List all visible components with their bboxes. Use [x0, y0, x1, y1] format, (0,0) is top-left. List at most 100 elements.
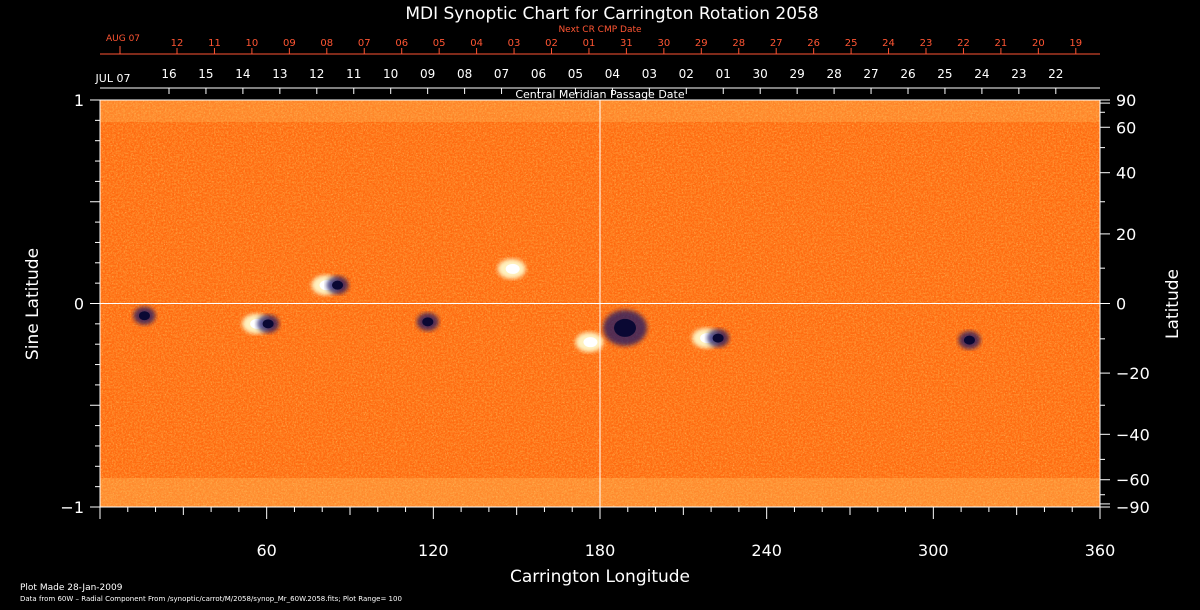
negative-flux-core	[614, 318, 636, 337]
cmp-axis-date: 13	[272, 67, 287, 81]
y-right-tick-label: −20	[1116, 364, 1150, 383]
y-right-tick-label: 40	[1116, 164, 1136, 183]
y-right-tick-label: 60	[1116, 118, 1136, 137]
x-tick-label: 300	[918, 541, 949, 560]
cmp-date-axis: JUL 07 16 15 14 13 12 11 10 09 08 07 06 05 04 03 02 01 30…	[95, 67, 1100, 94]
negative-flux-core	[963, 335, 975, 345]
top-axis-date: 10	[246, 38, 259, 49]
y-right-tick-label: 20	[1116, 225, 1136, 244]
chart-title: MDI Synoptic Chart for Carrington Rotati…	[405, 4, 818, 24]
top-axis-date: 24	[882, 38, 895, 49]
top-axis-date: 06	[395, 38, 408, 49]
active-region	[603, 309, 647, 346]
negative-flux-core	[712, 333, 724, 343]
top-axis-date: 20	[1032, 38, 1045, 49]
active-region	[416, 312, 439, 331]
cmp-axis-date: 05	[568, 67, 583, 81]
cmp-axis-date: 12	[309, 67, 324, 81]
cmp-axis-date: 11	[346, 67, 361, 81]
cmp-axis-date: 24	[974, 67, 989, 81]
cmp-axis-date: 23	[1011, 67, 1026, 81]
active-region	[958, 331, 981, 350]
cmp-axis-date: 04	[605, 67, 620, 81]
cmp-axis-date: 22	[1048, 67, 1063, 81]
x-axis-label: Carrington Longitude	[510, 567, 690, 587]
cmp-axis-date: 30	[753, 67, 768, 81]
y-left-tick-label: −1	[60, 498, 84, 517]
y-right-tick-label: 90	[1116, 91, 1136, 110]
active-region	[497, 258, 526, 279]
y-right-tick-label: −60	[1116, 471, 1150, 490]
positive-flux-core	[583, 337, 598, 348]
negative-flux-core	[422, 317, 434, 327]
top-axis-date: 22	[957, 38, 970, 49]
cmp-axis-date: 03	[642, 67, 657, 81]
cmp-axis-date: 29	[790, 67, 805, 81]
active-region	[575, 332, 604, 353]
data-source-text: Data from 60W – Radial Component From /s…	[20, 595, 402, 603]
cmp-axis-date: 25	[937, 67, 952, 81]
top-axis-date: 23	[920, 38, 933, 49]
top-axis-start-label: AUG 07	[106, 34, 140, 44]
negative-flux-core	[138, 311, 150, 321]
negative-flux-core	[332, 280, 344, 290]
cmp-axis-date: 08	[457, 67, 472, 81]
x-tick-label: 180	[585, 541, 616, 560]
x-tick-label: 60	[256, 541, 276, 560]
top-axis-date: 12	[171, 38, 184, 49]
top-axis-date: 26	[807, 38, 820, 49]
top-axis-date: 29	[695, 38, 708, 49]
active-region	[133, 306, 156, 325]
active-region	[692, 328, 730, 349]
cmp-axis-date: 28	[826, 67, 841, 81]
cmp-axis-date: 01	[716, 67, 731, 81]
top-axis-date: 04	[470, 38, 483, 49]
y-right-tick-label: −90	[1116, 498, 1150, 517]
cmp-axis-date: 10	[383, 67, 398, 81]
sine-latitude-axis: 1 0 −1	[60, 91, 100, 517]
active-region	[242, 313, 280, 334]
cmp-axis-date: 26	[900, 67, 915, 81]
plot-made-text: Plot Made 28-Jan-2009	[20, 583, 123, 593]
cmp-axis-date: 15	[198, 67, 213, 81]
top-axis-date: 28	[732, 38, 745, 49]
top-axis-date: 01	[583, 38, 596, 49]
latitude-axis: 90 60 40 20 0 −20 −40 −60 −90	[1100, 91, 1150, 517]
central-meridian-label: Central Meridian Passage Date	[515, 88, 684, 101]
top-axis-date: 11	[208, 38, 221, 49]
y-axis-left-label: Sine Latitude	[23, 248, 43, 360]
top-axis-date: 31	[620, 38, 633, 49]
top-axis-date: 25	[845, 38, 858, 49]
next-cr-date-axis: AUG 07 12 11 10 09 08 07 06 05 04 03 02 01 31 30 29 28 27…	[100, 34, 1100, 55]
cmp-axis-date: 27	[863, 67, 878, 81]
top-axis-date: 09	[283, 38, 296, 49]
x-tick-label: 120	[418, 541, 449, 560]
top-axis-date: 19	[1069, 38, 1082, 49]
cmp-axis-date: 16	[161, 67, 176, 81]
negative-flux-core	[262, 319, 274, 329]
top-axis-date: 08	[320, 38, 333, 49]
top-axis-date: 21	[995, 38, 1008, 49]
y-right-tick-label: −40	[1116, 425, 1150, 444]
cmp-axis-date: 02	[679, 67, 694, 81]
cmp-axis-date: 14	[235, 67, 250, 81]
next-cmp-label: Next CR CMP Date	[558, 25, 642, 35]
top-axis-date: 30	[657, 38, 670, 49]
top-axis-date: 02	[545, 38, 558, 49]
top-axis-date: 03	[508, 38, 521, 49]
top-axis-date: 07	[358, 38, 371, 49]
longitude-axis: 60 120 180 240 300 360	[99, 507, 1116, 560]
y-right-tick-label: 0	[1116, 295, 1126, 314]
active-regions	[133, 258, 981, 353]
top-axis-date: 05	[433, 38, 446, 49]
y-axis-right-label: Latitude	[1163, 269, 1183, 339]
cmp-axis-start-label: JUL 07	[95, 72, 131, 85]
cmp-axis-date: 09	[420, 67, 435, 81]
active-region	[311, 275, 349, 296]
cmp-axis-date: 06	[531, 67, 546, 81]
magnetogram-map	[100, 100, 1100, 507]
top-axis-date: 27	[770, 38, 783, 49]
x-tick-label: 360	[1085, 541, 1116, 560]
cmp-axis-date: 07	[494, 67, 509, 81]
